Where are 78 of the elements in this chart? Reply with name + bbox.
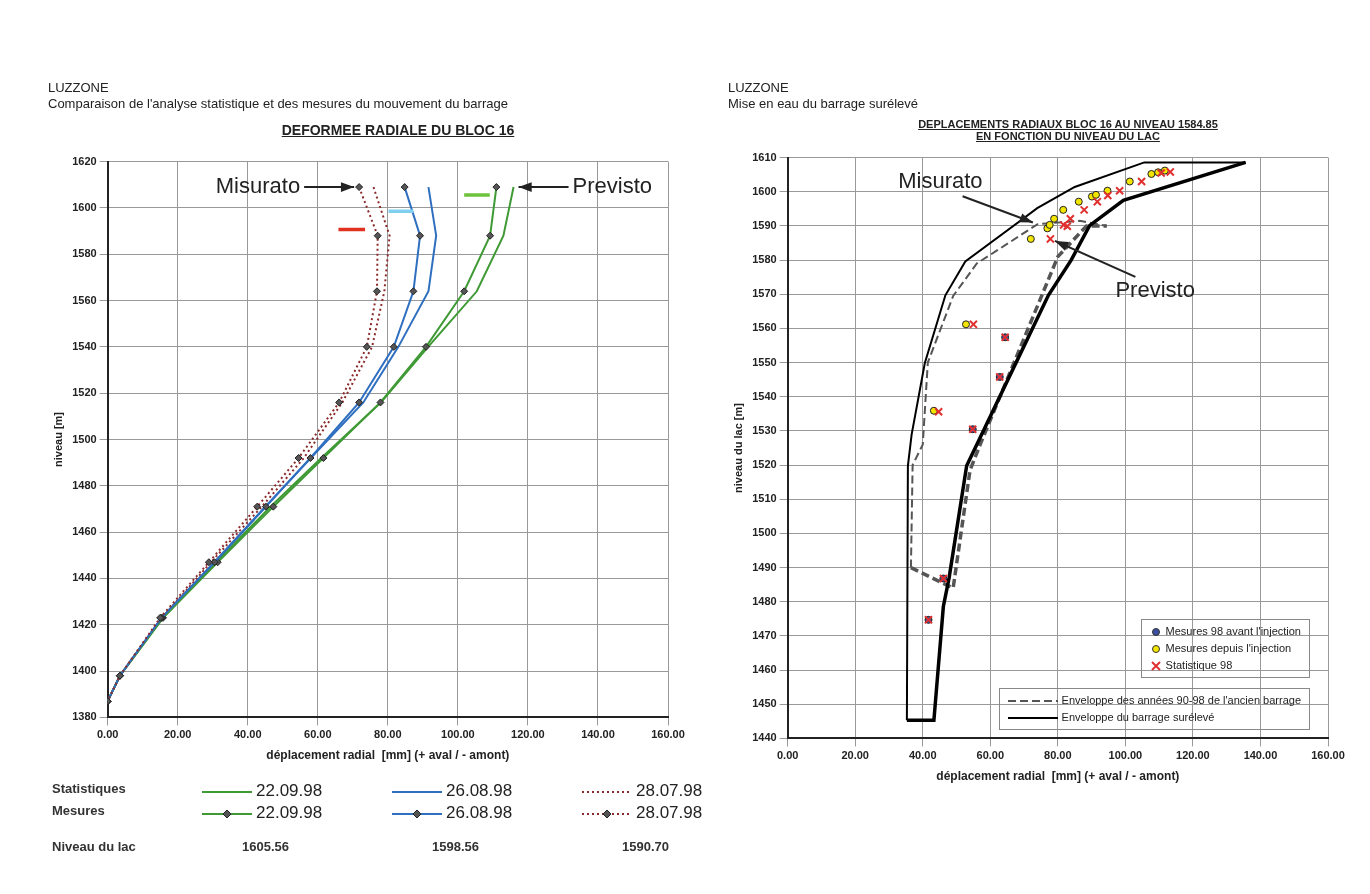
y-tick-label: 1460: [752, 663, 777, 676]
y-tick-label: 1570: [752, 287, 777, 300]
y-tick-label: 1590: [752, 218, 777, 231]
legend-label: 28.07.98: [635, 781, 704, 801]
y-tick-label: 1560: [752, 321, 777, 334]
y-tick-label: 1520: [72, 386, 97, 399]
annotation: Previsto: [572, 173, 653, 199]
y-tick-label: 1520: [752, 458, 777, 471]
x-tick-label: 160.00: [651, 728, 685, 741]
x-axis-title: déplacement radial [mm] (+ aval / - amont): [936, 769, 1180, 784]
text: 1590.70: [621, 839, 670, 854]
legend-label: 26.08.98: [445, 781, 514, 801]
text: 1598.56: [431, 839, 480, 854]
y-axis-title: niveau [m]: [51, 411, 64, 468]
y-tick-label: 1460: [72, 525, 97, 538]
x-tick-label: 100.00: [441, 728, 475, 741]
y-tick-label: 1600: [72, 200, 97, 213]
text: Niveau du lac: [52, 839, 137, 854]
y-tick-label: 1540: [752, 389, 777, 402]
y-tick-label: 1530: [752, 423, 777, 436]
legend-label: Mesures 98 avant l'injection: [1164, 624, 1301, 639]
y-tick-label: 1490: [752, 560, 777, 573]
x-tick-label: 40.00: [233, 728, 262, 741]
y-tick-label: 1480: [72, 478, 97, 491]
x-tick-label: 20.00: [841, 749, 869, 762]
chart-subtitle: LUZZONE Mise en eau du barrage surélevé: [728, 80, 920, 112]
y-tick-label: 1540: [72, 339, 97, 352]
y-tick-label: 1470: [752, 628, 777, 641]
y-tick-label: 1610: [752, 150, 777, 163]
text: 1605.56: [241, 839, 290, 854]
legend-label: 26.08.98: [445, 803, 514, 823]
y-tick-label: 1560: [72, 293, 97, 306]
x-tick-label: 0.00: [96, 728, 119, 741]
annotation: Previsto: [1115, 276, 1195, 302]
x-tick-label: 120.00: [511, 728, 545, 741]
text: Mesures: [52, 803, 106, 820]
y-tick-label: 1510: [752, 492, 777, 505]
x-tick-label: 40.00: [908, 749, 937, 762]
y-tick-label: 1500: [752, 526, 777, 539]
x-tick-label: 60.00: [304, 728, 332, 741]
y-tick-label: 1620: [72, 154, 97, 167]
y-tick-label: 1380: [72, 710, 97, 723]
legend-label: Enveloppe du barrage surélevé: [1060, 710, 1216, 725]
chart-title: DEPLACEMENTS RADIAUX BLOC 16 AU NIVEAU 1584.85 EN FONCTION DU NIVEAU DU LAC: [917, 118, 1219, 144]
x-tick-label: 0.00: [776, 749, 799, 762]
text: Statistiques: [52, 781, 127, 798]
x-axis-title: déplacement radial [mm] (+ aval / - amont): [266, 748, 510, 763]
legend-label: 22.09.98: [255, 781, 324, 801]
x-tick-label: 80.00: [374, 728, 402, 741]
y-tick-label: 1440: [72, 571, 97, 584]
legend-label: 28.07.98: [635, 803, 704, 823]
legend-label: Enveloppe des années 90-98 de l'ancien barrage: [1060, 693, 1301, 708]
x-tick-label: 60.00: [976, 749, 1005, 762]
legend-label: 22.09.98: [255, 803, 324, 823]
y-tick-label: 1450: [752, 697, 777, 710]
x-tick-label: 20.00: [163, 728, 192, 741]
y-tick-label: 1440: [752, 731, 777, 744]
y-tick-label: 1420: [72, 617, 97, 630]
chart-title: DEFORMEE RADIALE DU BLOC 16: [280, 122, 516, 140]
x-tick-label: 120.00: [1176, 749, 1210, 762]
y-tick-label: 1600: [752, 184, 777, 197]
x-tick-label: 140.00: [581, 728, 615, 741]
y-axis-title: niveau du lac [m]: [731, 402, 744, 493]
y-tick-label: 1500: [72, 432, 97, 445]
x-tick-label: 80.00: [1044, 749, 1072, 762]
legend-label: Mesures depuis l'injection: [1164, 641, 1293, 656]
chart-subtitle: LUZZONE Comparaison de l'analyse statistique et des mesures du mouvement du barrage: [48, 80, 509, 112]
annotation: Misurato: [215, 173, 301, 199]
legend-label: Statistique 98: [1164, 658, 1234, 673]
y-tick-label: 1580: [752, 253, 777, 266]
y-tick-label: 1400: [72, 664, 97, 677]
y-tick-label: 1480: [752, 594, 777, 607]
x-tick-label: 160.00: [1311, 749, 1345, 762]
x-tick-label: 140.00: [1243, 749, 1278, 762]
x-tick-label: 100.00: [1108, 749, 1143, 762]
annotation: Misurato: [898, 168, 983, 194]
y-tick-label: 1550: [752, 355, 777, 368]
y-tick-label: 1580: [72, 247, 97, 260]
